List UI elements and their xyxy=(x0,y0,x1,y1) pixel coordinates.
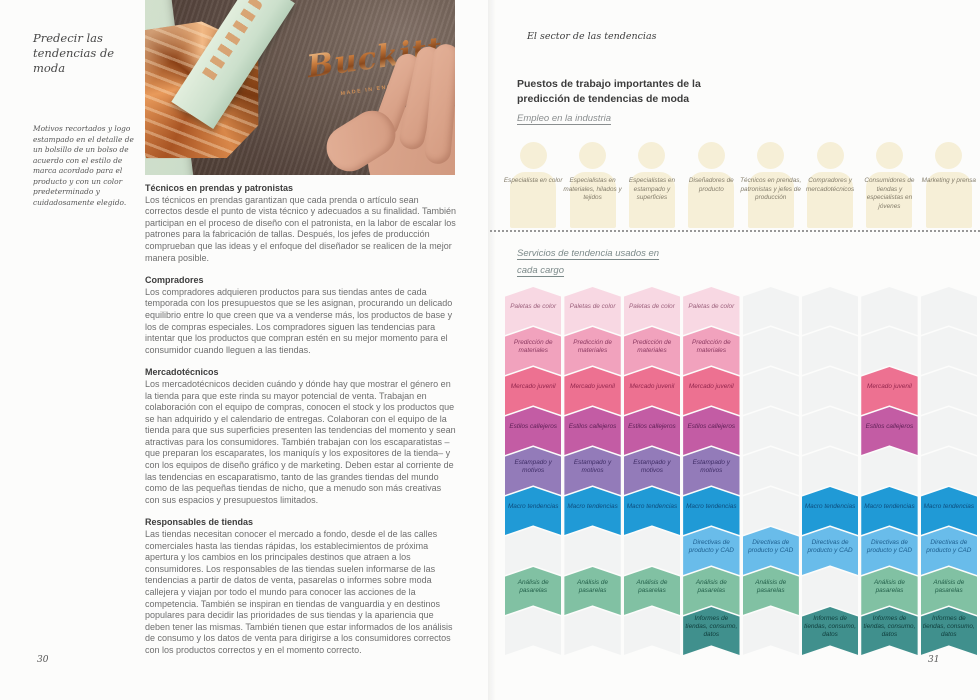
person-body-icon xyxy=(688,172,735,228)
left-body-text: Técnicos en prendas y patronistas Los téc… xyxy=(145,183,458,668)
section-body: Los compradores adquieren productos para… xyxy=(145,286,453,355)
person-body-icon xyxy=(866,172,913,228)
service-chevron: Informes de tiendas, consumo, datos xyxy=(920,607,977,655)
right-page-title: Puestos de trabajo importantes de la pre… xyxy=(517,78,701,105)
role-label: Diseñadores de producto xyxy=(688,177,734,193)
service-chevron: Paletas de color xyxy=(505,287,562,335)
matrix-column: Mercado juvenil Estilos callejeros Macro t… xyxy=(861,287,918,667)
matrix-column: Macro tendencias Directivas de producto y… xyxy=(801,287,859,667)
matrix-column: Paletas de color Predicción de materiales… xyxy=(505,287,562,667)
role-label: Compradores y mercadotécnicos xyxy=(805,177,855,193)
service-chevron: Paletas de color xyxy=(683,287,740,335)
services-heading: Servicios de tendencia usados en cada ca… xyxy=(517,248,660,276)
role-label: Consumidores de tiendas y especialistas … xyxy=(864,177,915,210)
role-figure: Consumidores de tiendas y especialistas … xyxy=(861,142,917,230)
role-label: Técnicos en prendas, patronistas y jefes… xyxy=(740,177,802,202)
matrix-column: Paletas de color Predicción de materiales… xyxy=(623,287,681,667)
bag-photo: Buckitt MADE IN ENGLAND xyxy=(145,0,455,175)
person-head-icon xyxy=(638,142,666,169)
subtitle-empleo: Empleo en la industria xyxy=(517,113,611,124)
service-chevron xyxy=(742,607,799,655)
person-head-icon xyxy=(697,142,725,169)
role-figure: Marketing y prensa xyxy=(921,142,977,230)
matrix-column: Paletas de color Predicción de materiales… xyxy=(683,287,740,667)
role-figure: Especialista en color xyxy=(503,142,563,230)
person-body-icon xyxy=(747,172,794,228)
text-section: Responsables de tiendas Las tiendas neces… xyxy=(145,517,458,656)
matrix-column: Paletas de color Predicción de materiales… xyxy=(564,287,621,667)
section-body: Los mercadotécnicos deciden cuándo y dón… xyxy=(145,378,456,505)
person-head-icon xyxy=(757,142,785,169)
person-body-icon xyxy=(569,172,616,228)
role-figure: Técnicos en prendas, patronistas y jefes… xyxy=(740,142,802,230)
dotted-divider xyxy=(490,230,980,232)
person-body-icon xyxy=(807,172,854,228)
page-number-right: 31 xyxy=(928,655,940,665)
roles-figures-row: Especialista en color Especialistas en ma… xyxy=(503,142,977,230)
matrix-column: Directivas de producto y CAD Análisis de … xyxy=(742,287,799,667)
role-figure: Especialistas en materiales, hilados y t… xyxy=(563,142,622,230)
page-gutter xyxy=(488,0,496,700)
service-chevron: Informes de tiendas, consumo, datos xyxy=(683,607,740,655)
text-section: Mercadotécnicos Los mercadotécnicos decid… xyxy=(145,367,458,506)
person-head-icon xyxy=(935,142,963,169)
role-label: Marketing y prensa xyxy=(921,177,976,184)
text-section: Técnicos en prendas y patronistas Los téc… xyxy=(145,183,458,264)
running-head: El sector de las tendencias xyxy=(527,31,657,42)
person-head-icon xyxy=(875,142,903,169)
role-label: Especialistas en materiales, hilados y t… xyxy=(563,177,622,202)
service-chevron xyxy=(623,607,681,655)
services-matrix: Paletas de color Predicción de materiales… xyxy=(505,287,977,667)
photo-caption: Motivos recortados y logo estampado en e… xyxy=(33,124,134,207)
service-chevron: Informes de tiendas, consumo, datos xyxy=(801,607,859,655)
section-body: Los técnicos en prendas garantizan que c… xyxy=(145,194,457,263)
matrix-column: Macro tendencias Directivas de producto y… xyxy=(920,287,977,667)
service-chevron: Directivas de producto y CAD xyxy=(920,527,977,575)
text-section: Compradores Los compradores adquieren pro… xyxy=(145,275,458,356)
section-body: Las tiendas necesitan conocer el mercado… xyxy=(145,529,453,655)
section-heading: Responsables de tiendas xyxy=(145,517,254,528)
person-head-icon xyxy=(519,142,547,169)
service-chevron xyxy=(505,607,562,655)
service-chevron: Informes de tiendas, consumo, datos xyxy=(861,607,918,655)
section-heading: Técnicos en prendas y patronistas xyxy=(145,183,294,193)
person-body-icon xyxy=(510,172,557,228)
person-body-icon xyxy=(925,172,972,228)
page-number-left: 30 xyxy=(37,655,49,665)
service-chevron: Macro tendencias xyxy=(564,487,621,535)
service-chevron xyxy=(564,607,621,655)
service-chevron: Paletas de color xyxy=(564,287,621,335)
role-figure: Especialistas en estampado y superficies xyxy=(624,142,680,230)
role-label: Especialista en color xyxy=(503,177,563,184)
role-figure: Compradores y mercadotécnicos xyxy=(802,142,858,230)
left-margin-title: Predecir las tendencias de moda xyxy=(33,31,115,76)
service-chevron: Predicción de materiales xyxy=(683,327,740,375)
person-body-icon xyxy=(628,172,675,228)
section-heading: Mercadotécnicos xyxy=(145,367,219,378)
section-heading: Compradores xyxy=(145,275,204,286)
person-head-icon xyxy=(579,142,607,169)
person-head-icon xyxy=(816,142,844,169)
role-figure: Diseñadores de producto xyxy=(683,142,739,230)
role-label: Especialistas en estampado y superficies xyxy=(628,177,676,202)
